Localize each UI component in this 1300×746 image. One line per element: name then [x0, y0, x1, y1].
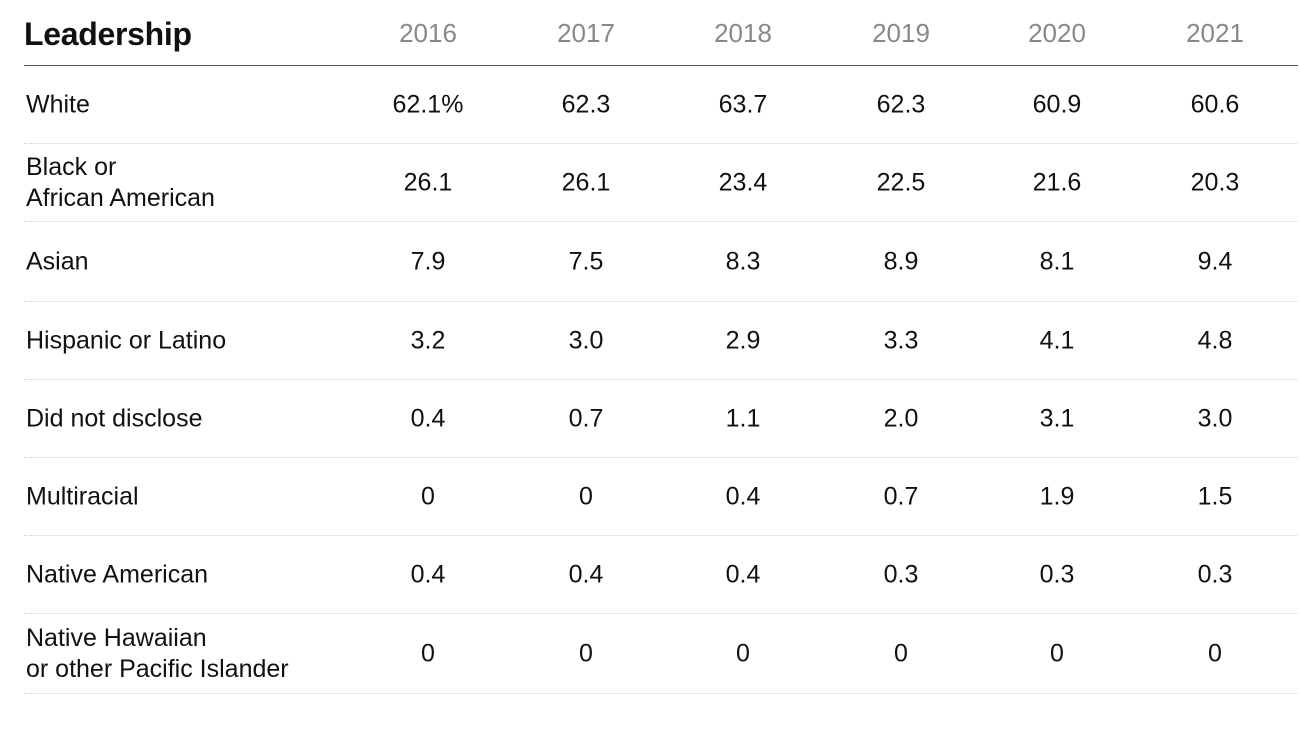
row-label-line: Multiracial	[26, 482, 139, 510]
table-cell: 26.1	[403, 168, 453, 196]
row-label-line: or other Pacific Islander	[26, 654, 289, 683]
table-cell: 0	[421, 639, 435, 667]
table-cell: 3.0	[568, 326, 604, 354]
row-label-line: Black or	[26, 152, 117, 181]
table-cell: 3.2	[410, 326, 446, 354]
table-cell: 0	[579, 482, 593, 510]
table-cell: 1.1	[725, 404, 761, 432]
row-label: Did not disclose	[26, 403, 202, 434]
row-label: Hispanic or Latino	[26, 325, 226, 356]
table-cell: 9.4	[1197, 247, 1233, 275]
row-label-line: Native Hawaiian	[26, 623, 207, 652]
table-row: Native American 0.4 0.4 0.4 0.3 0.3 0.3	[24, 536, 1298, 614]
column-header-2016: 2016	[399, 18, 457, 48]
table-row: Did not disclose 0.4 0.7 1.1 2.0 3.1 3.0	[24, 380, 1298, 458]
column-header-2018: 2018	[714, 18, 772, 48]
row-label-line: Native American	[26, 560, 209, 588]
table-cell: 0.3	[1039, 560, 1075, 588]
table-cell: 0	[894, 639, 908, 667]
row-label-line: Asian	[26, 247, 89, 275]
table-cell: 0.4	[410, 404, 446, 432]
table-cell: 0.4	[410, 560, 446, 588]
table-cell: 0	[736, 639, 750, 667]
row-label: Multiracial	[26, 481, 139, 512]
table-cell: 62.1%	[392, 90, 464, 118]
table-cell: 4.8	[1197, 326, 1233, 354]
column-header-2020: 2020	[1028, 18, 1086, 48]
table-row: Asian 7.9 7.5 8.3 8.9 8.1 9.4	[24, 222, 1298, 302]
table-cell: 0.7	[883, 482, 919, 510]
table-cell: 0.7	[568, 404, 604, 432]
table-cell: 8.9	[883, 247, 919, 275]
table-cell: 23.4	[718, 168, 768, 196]
table-cell: 2.0	[883, 404, 919, 432]
table-cell: 21.6	[1032, 168, 1082, 196]
table-cell: 0.4	[568, 560, 604, 588]
row-label: White	[26, 89, 90, 120]
table-cell: 3.1	[1039, 404, 1075, 432]
table-row: White 62.1% 62.3 63.7 62.3 60.9 60.6	[24, 66, 1298, 144]
table-cell: 7.5	[568, 247, 604, 275]
table-cell: 0.4	[725, 560, 761, 588]
table-cell: 0	[1050, 639, 1064, 667]
table-title: Leadership	[24, 16, 192, 52]
table-cell: 0	[579, 639, 593, 667]
table-cell: 20.3	[1190, 168, 1240, 196]
table-body: White 62.1% 62.3 63.7 62.3 60.9 60.6 Black or Af…	[24, 66, 1298, 694]
table-cell: 3.0	[1197, 404, 1233, 432]
row-label: Asian	[26, 246, 89, 277]
row-label: Native American	[26, 559, 208, 590]
table-cell: 0	[421, 482, 435, 510]
table-cell: 0	[1208, 639, 1222, 667]
table-row: Hispanic or Latino 3.2 3.0 2.9 3.3 4.1 4.8	[24, 302, 1298, 380]
column-header-2021: 2021	[1186, 18, 1244, 48]
table-cell: 22.5	[876, 168, 926, 196]
table-cell: 62.3	[876, 90, 926, 118]
table-cell: 26.1	[561, 168, 611, 196]
row-label-line: White	[26, 90, 90, 118]
column-header-2019: 2019	[872, 18, 930, 48]
table-cell: 4.1	[1039, 326, 1075, 354]
row-label: Black or African American	[26, 152, 215, 214]
table-cell: 60.9	[1032, 90, 1082, 118]
table-cell: 1.9	[1039, 482, 1075, 510]
table-cell: 0.4	[725, 482, 761, 510]
row-label-line: Hispanic or Latino	[26, 326, 227, 354]
leadership-table: Leadership 2016 2017 2018 2019 2020 2021 Whit…	[24, 0, 1298, 694]
table-cell: 62.3	[561, 90, 611, 118]
table-cell: 2.9	[725, 326, 761, 354]
row-label-line: Did not disclose	[26, 404, 203, 432]
table-row: Multiracial 0 0 0.4 0.7 1.9 1.5	[24, 458, 1298, 536]
row-label-line: African American	[26, 183, 215, 212]
table-row: Black or African American 26.1 26.1 23.4 22.5…	[24, 144, 1298, 222]
column-header-2017: 2017	[557, 18, 615, 48]
table-cell: 63.7	[718, 90, 768, 118]
table-cell: 8.3	[725, 247, 761, 275]
table-cell: 1.5	[1197, 482, 1233, 510]
row-label: Native Hawaiian or other Pacific Islander	[26, 623, 289, 685]
table-header: Leadership 2016 2017 2018 2019 2020 2021	[24, 0, 1298, 66]
table-cell: 8.1	[1039, 247, 1075, 275]
table-row: Native Hawaiian or other Pacific Islander…	[24, 614, 1298, 694]
table-cell: 60.6	[1190, 90, 1240, 118]
table-cell: 3.3	[883, 326, 919, 354]
table-cell: 0.3	[1197, 560, 1233, 588]
table-cell: 7.9	[410, 247, 446, 275]
table-cell: 0.3	[883, 560, 919, 588]
